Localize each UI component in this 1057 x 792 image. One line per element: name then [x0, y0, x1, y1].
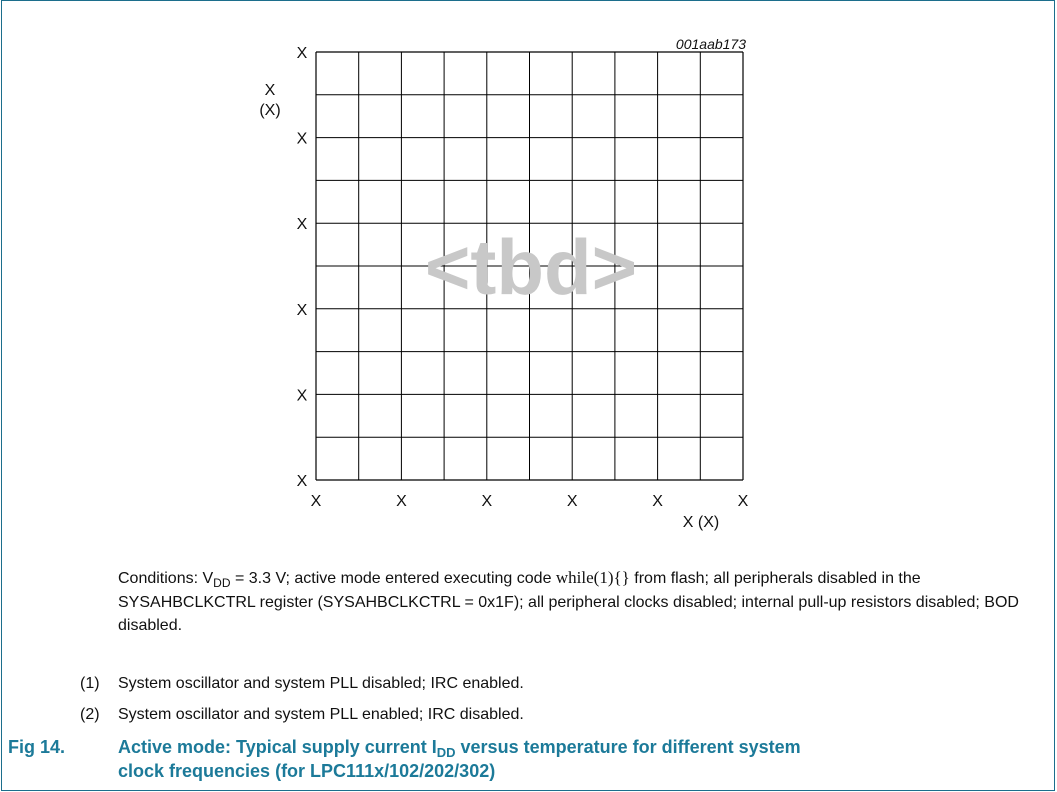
y-axis-label: X	[265, 82, 276, 99]
note-2-text: System oscillator and system PLL enabled…	[118, 706, 524, 723]
chart-grid	[315, 51, 744, 481]
note-1-text: System oscillator and system PLL disable…	[118, 675, 524, 692]
x-tick-label: X	[652, 493, 663, 510]
caption-subscript: DD	[436, 745, 456, 760]
figure-label: Fig 14.	[8, 737, 66, 757]
tbd-watermark: <tbd>	[425, 223, 637, 311]
y-tick-label: X	[297, 473, 308, 490]
y-tick-label: X	[297, 45, 308, 62]
note-2-number: (2)	[80, 706, 100, 723]
caption-text-1: Active mode: Typical supply current I	[118, 737, 437, 757]
conditions-code: while(1){}	[555, 568, 630, 587]
conditions-prefix: Conditions: V	[118, 570, 214, 587]
y-axis-unit: (X)	[259, 102, 280, 119]
conditions-text: Conditions: VDD = 3.3 V; active mode ent…	[118, 566, 1038, 637]
figure-caption: Fig 14. Active mode: Typical supply curre…	[8, 736, 1038, 783]
x-tick-label: X	[481, 493, 492, 510]
y-tick-label: X	[297, 387, 308, 404]
note-1: (1) System oscillator and system PLL disa…	[80, 673, 524, 695]
y-tick-label: X	[297, 302, 308, 319]
x-axis-label: X (X)	[683, 514, 719, 531]
x-tick-label: X	[311, 493, 322, 510]
caption-line-2: clock frequencies (for LPC111x/102/202/3…	[118, 761, 496, 781]
caption-text-2: versus temperature for different system	[455, 737, 801, 757]
x-tick-label: X	[738, 493, 749, 510]
conditions-after-sub: = 3.3 V; active mode entered executing c…	[230, 570, 556, 587]
figure-id: 001aab173	[676, 36, 746, 52]
y-tick-labels: X X X X X X	[297, 45, 308, 490]
x-tick-label: X	[396, 493, 407, 510]
conditions-rest: from flash; all peripherals disabled in …	[118, 570, 1019, 634]
frame-top-border	[1, 0, 1055, 1]
y-tick-label: X	[297, 216, 308, 233]
note-2: (2) System oscillator and system PLL enab…	[80, 704, 524, 726]
conditions-subscript: DD	[213, 576, 231, 590]
note-1-number: (1)	[80, 675, 100, 692]
x-tick-label: X	[567, 493, 578, 510]
y-tick-label: X	[297, 131, 308, 148]
